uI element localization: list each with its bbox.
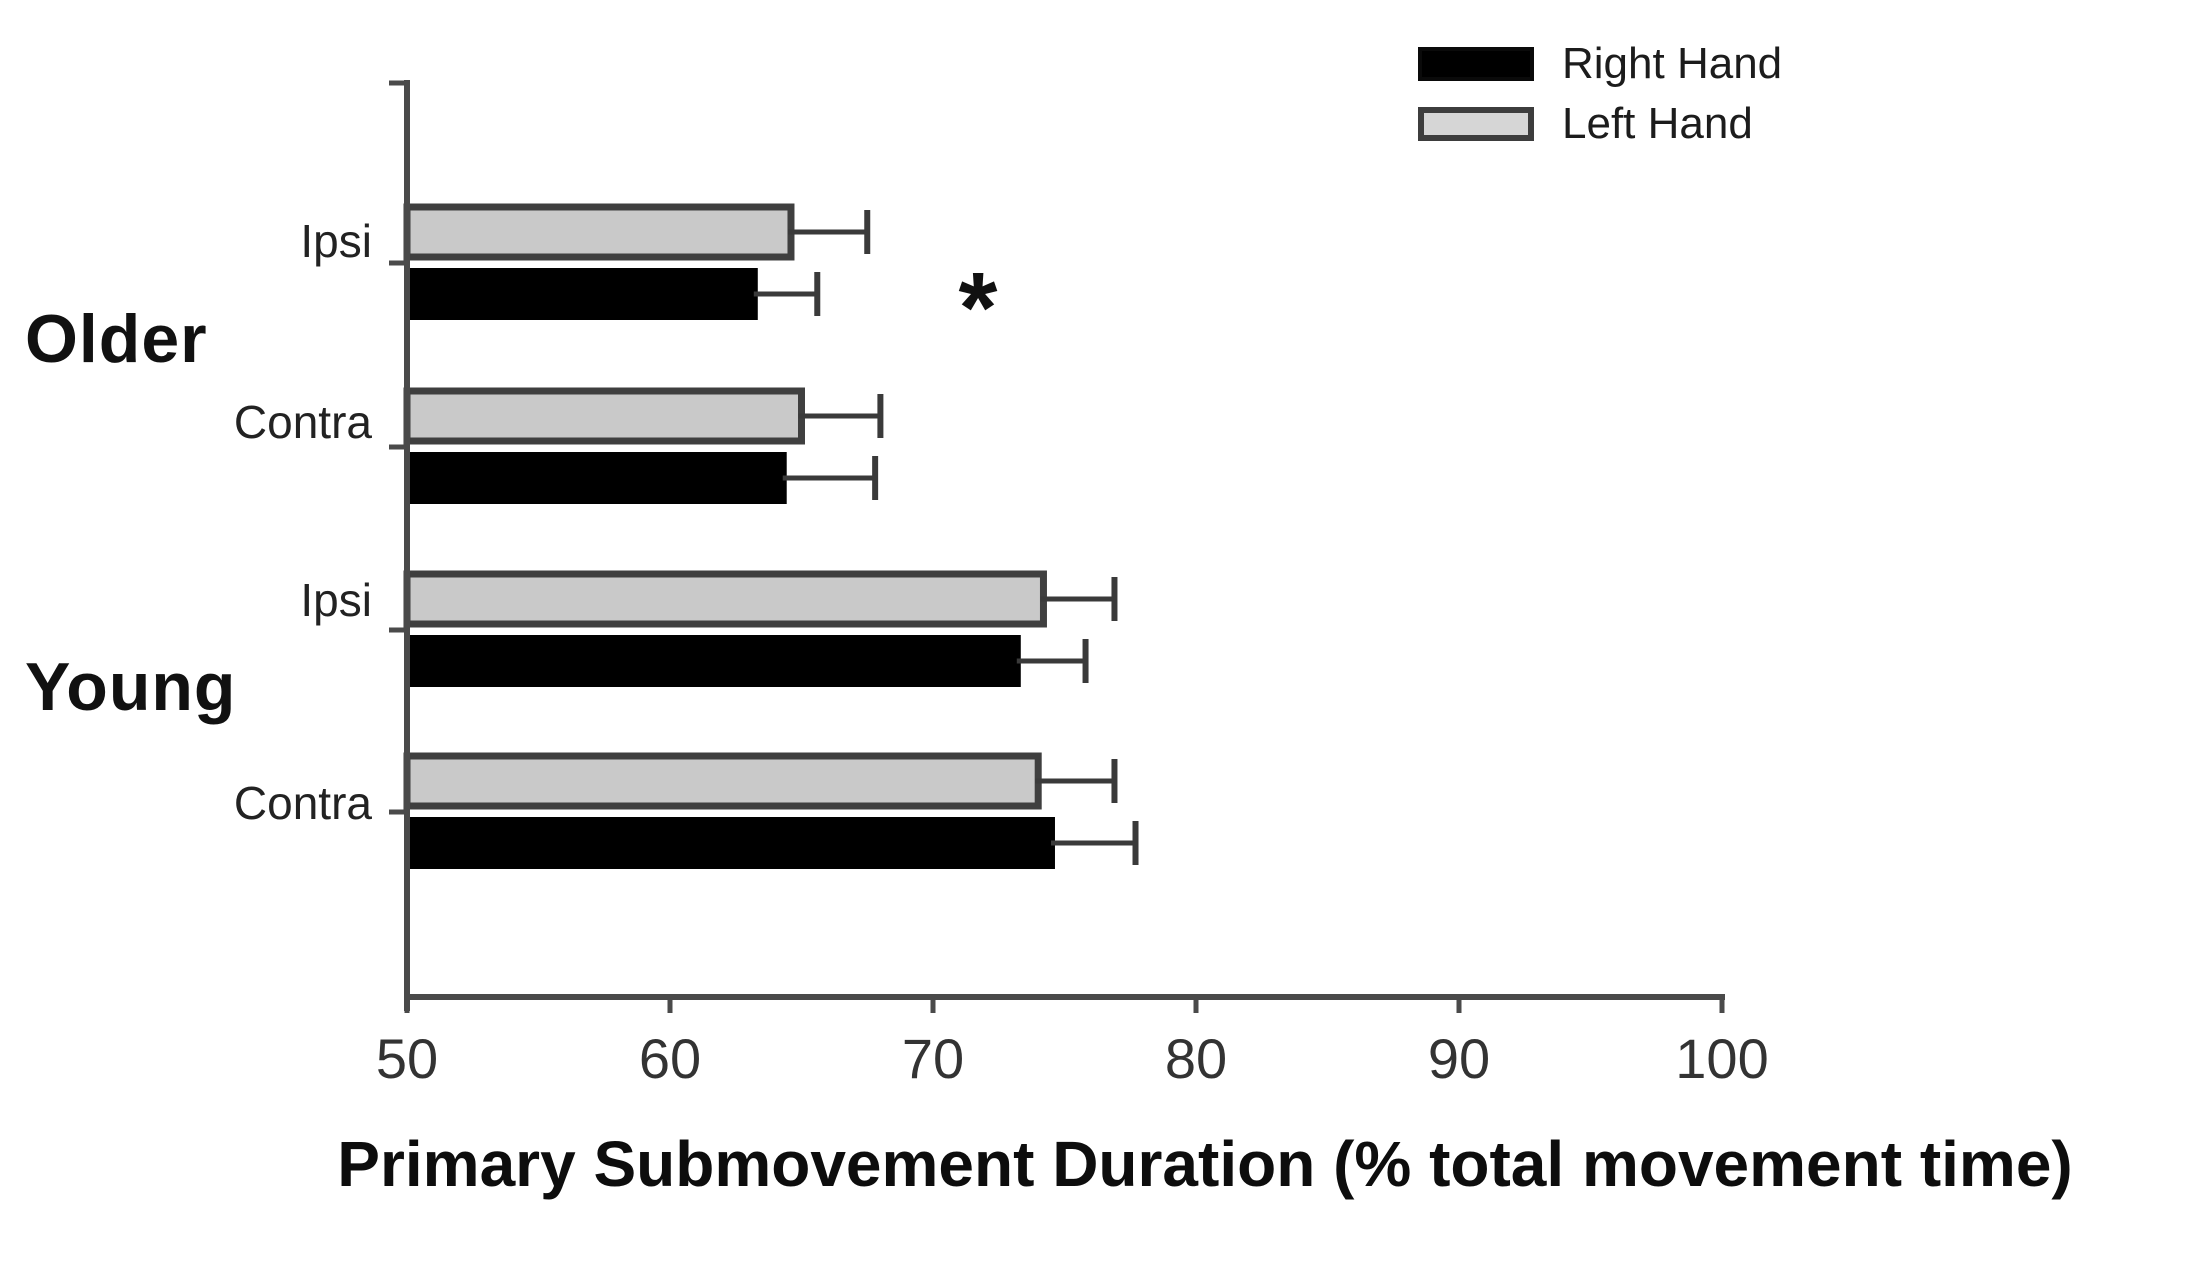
bar-right-hand-young-contra: [406, 817, 1055, 869]
legend: Right Hand Left Hand: [1418, 34, 1782, 154]
row-label-young-contra: Contra: [233, 777, 372, 829]
bar-left-hand-young-contra: [403, 752, 1042, 810]
x-tick-label-50: 50: [375, 1027, 439, 1090]
row-label-older-contra: Contra: [233, 396, 372, 448]
x-tick-label-100: 100: [1675, 1027, 1769, 1090]
legend-item-left-hand: Left Hand: [1418, 94, 1782, 154]
bar-right-hand-young-ipsi: [406, 635, 1021, 687]
x-axis-title: Primary Submovement Duration (% total mo…: [337, 1128, 2073, 1200]
row-label-young-ipsi: Ipsi: [300, 574, 372, 626]
legend-label-left-hand: Left Hand: [1562, 99, 1753, 148]
x-tick-label-90: 90: [1427, 1027, 1491, 1090]
x-tick-label-70: 70: [901, 1027, 965, 1090]
bar-left-hand-older-contra: [403, 387, 805, 445]
group-label-older: Older: [25, 301, 208, 377]
legend-item-right-hand: Right Hand: [1418, 34, 1782, 94]
legend-swatch-left-hand-icon: [1418, 107, 1534, 141]
x-tick-label-80: 80: [1164, 1027, 1228, 1090]
group-label-young: Young: [25, 649, 237, 725]
legend-label-right-hand: Right Hand: [1562, 39, 1783, 88]
bar-left-hand-older-ipsi: [403, 203, 795, 261]
x-tick-label-60: 60: [638, 1027, 702, 1090]
bar-right-hand-older-contra: [406, 452, 787, 504]
row-label-older-ipsi: Ipsi: [300, 215, 372, 267]
bar-left-hand-young-ipsi: [403, 570, 1047, 628]
bar-right-hand-older-ipsi: [406, 268, 758, 320]
significance-asterisk: *: [958, 252, 998, 364]
legend-swatch-right-hand-icon: [1418, 47, 1534, 81]
